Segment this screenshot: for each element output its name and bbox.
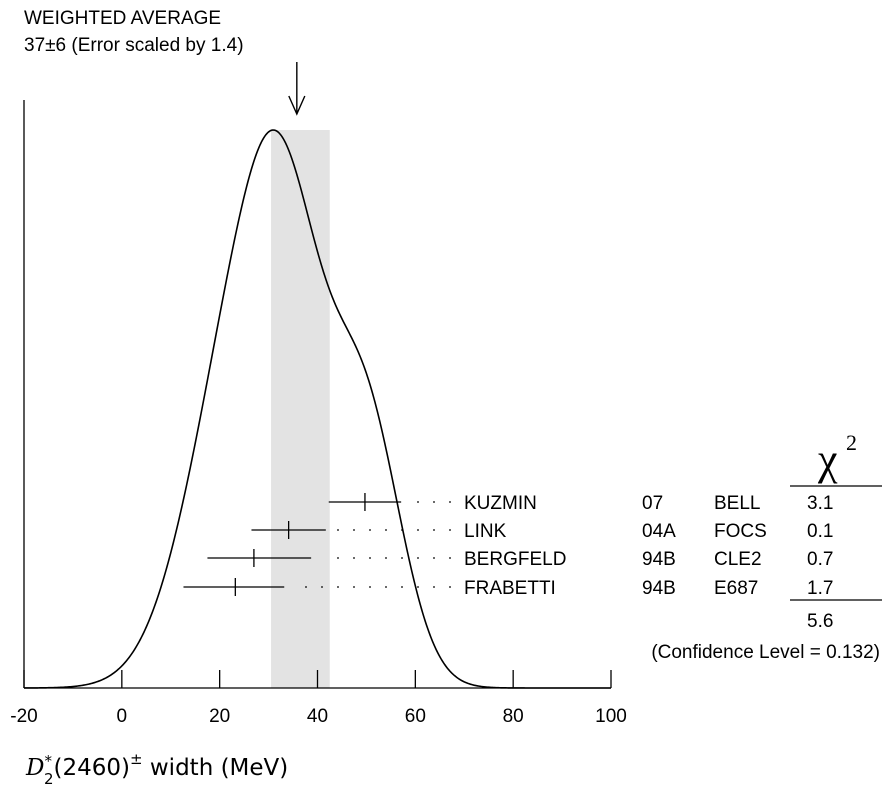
- leader-dot: [449, 529, 451, 531]
- leader-dot: [417, 529, 419, 531]
- leader-dot: [417, 586, 419, 588]
- leader-dot: [337, 586, 339, 588]
- leader-dot: [385, 529, 387, 531]
- measurement-row: BERGFELD 94B CLE2 0.7: [207, 549, 833, 570]
- measurement-author: KUZMIN: [464, 493, 537, 514]
- measurements: KUZMIN 07 BELL 3.1 LINK 04A FOCS 0.1 BERGFELD 94B…: [183, 493, 833, 599]
- leader-dot: [449, 557, 451, 559]
- leader-dot: [401, 586, 403, 588]
- x-tick-label: 20: [209, 706, 230, 727]
- leader-dot: [401, 529, 403, 531]
- average-arrow: [288, 62, 306, 116]
- leader-dot: [417, 501, 419, 503]
- measurement-experiment: BELL: [714, 493, 760, 514]
- measurement-row: FRABETTI 94B E687 1.7: [183, 578, 833, 599]
- x-label-symbol: D: [25, 755, 44, 781]
- leader-dot: [369, 529, 371, 531]
- chart-subtitle: 37±6 (Error scaled by 1.4): [24, 35, 244, 56]
- x-tick-label: 0: [117, 706, 128, 727]
- leader-dot: [449, 501, 451, 503]
- leader-dot: [369, 586, 371, 588]
- chart-title: WEIGHTED AVERAGE: [24, 8, 221, 29]
- x-label-sup: *: [44, 752, 52, 770]
- leader-dot: [305, 586, 307, 588]
- x-tick-label: 40: [307, 706, 328, 727]
- measurement-author: FRABETTI: [464, 578, 556, 599]
- x-tick-label: 100: [595, 706, 627, 727]
- leader-dot: [401, 557, 403, 559]
- leader-dot: [449, 586, 451, 588]
- leader-dot: [433, 557, 435, 559]
- leader-dot: [337, 529, 339, 531]
- leader-dot: [321, 586, 323, 588]
- measurement-row: KUZMIN 07 BELL 3.1: [328, 493, 833, 514]
- x-tick-label: 60: [405, 706, 426, 727]
- x-label-sub: 2: [44, 770, 54, 788]
- leader-dot: [353, 557, 355, 559]
- measurement-chi2: 0.7: [807, 549, 833, 570]
- leader-dot: [385, 586, 387, 588]
- measurement-experiment: CLE2: [714, 549, 762, 570]
- measurement-year: 07: [642, 493, 663, 514]
- chi2-total: 5.6: [807, 611, 833, 632]
- chi-superscript: 2: [846, 430, 857, 455]
- measurement-chi2: 1.7: [807, 578, 833, 599]
- leader-dot: [433, 501, 435, 503]
- x-axis-label: D* 2(2460)± width (MeV): [25, 750, 288, 788]
- chi-symbol: χ: [817, 435, 838, 484]
- measurement-author: BERGFELD: [464, 549, 566, 570]
- x-label-charge: ±: [130, 750, 143, 768]
- x-label-suffix: width (MeV): [143, 755, 289, 781]
- measurement-experiment: E687: [714, 578, 758, 599]
- x-tick-label: -20: [10, 706, 37, 727]
- average-band: [271, 130, 330, 688]
- confidence-level: (Confidence Level = 0.132): [651, 642, 880, 663]
- leader-dot: [353, 529, 355, 531]
- measurement-year: 94B: [642, 549, 676, 570]
- leader-dot: [385, 557, 387, 559]
- x-label-rest: (2460): [54, 755, 130, 781]
- measurement-chi2: 3.1: [807, 493, 833, 514]
- measurement-experiment: FOCS: [714, 521, 767, 542]
- x-tick-label: 80: [503, 706, 524, 727]
- leader-dot: [433, 529, 435, 531]
- x-ticks: -20 0 20 40 60 80 100: [10, 670, 627, 727]
- measurement-year: 04A: [642, 521, 676, 542]
- measurement-chi2: 0.1: [807, 521, 833, 542]
- leader-dot: [353, 586, 355, 588]
- leader-dot: [417, 557, 419, 559]
- measurement-row: LINK 04A FOCS 0.1: [251, 521, 833, 542]
- arrow-head: [288, 95, 306, 116]
- leader-dot: [369, 557, 371, 559]
- measurement-author: LINK: [464, 521, 507, 542]
- measurement-year: 94B: [642, 578, 676, 599]
- leader-dot: [433, 586, 435, 588]
- leader-dot: [337, 557, 339, 559]
